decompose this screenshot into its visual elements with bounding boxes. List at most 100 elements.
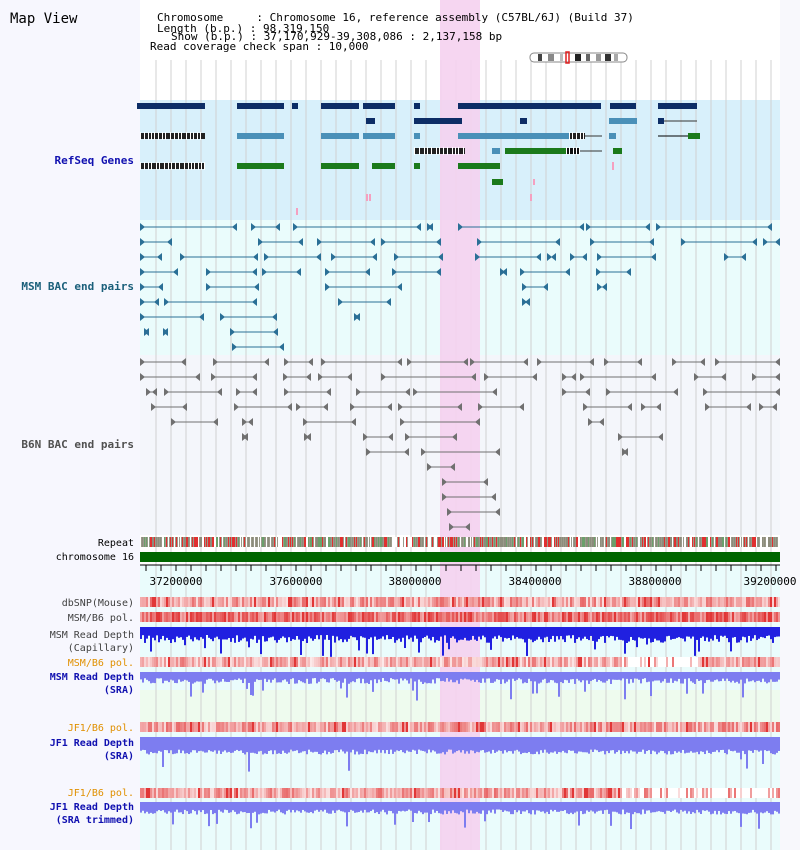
heat-cell (596, 597, 598, 607)
heat-cell (732, 722, 734, 732)
depth-bar (376, 737, 378, 754)
heat-cell (728, 722, 730, 732)
heat-cell (146, 788, 148, 798)
depth-bar (748, 737, 750, 751)
bac-end-marker (381, 373, 386, 381)
depth-bar (436, 802, 438, 811)
msm-b6-pol-capillary-track[interactable] (140, 612, 780, 622)
depth-bar (480, 627, 482, 640)
track-label-b6n-bac[interactable]: B6N BAC end pairs (21, 438, 134, 451)
jf1-depth-trimmed-track[interactable] (140, 802, 780, 830)
heat-cell (430, 788, 432, 798)
track-label-msm-depth-sra[interactable]: MSM Read Depth (50, 672, 134, 683)
depth-bar (192, 627, 194, 642)
depth-bar (186, 737, 188, 754)
bac-end-marker (213, 418, 218, 426)
depth-bar (724, 627, 726, 636)
heat-cell (478, 597, 480, 607)
heat-cell (168, 657, 170, 667)
heat-cell (754, 597, 756, 607)
depth-bar (510, 672, 512, 700)
exon-gap (162, 132, 163, 140)
depth-bar (694, 737, 696, 753)
track-label-msm-bac[interactable]: MSM BAC end pairs (21, 280, 134, 293)
msm-depth-sra-track[interactable] (140, 672, 780, 701)
depth-bar (546, 802, 548, 812)
heat-cell (746, 788, 748, 798)
repeat-element (622, 537, 624, 547)
chromosome-bar[interactable] (140, 552, 780, 562)
heat-cell (740, 597, 742, 607)
track-label-refseq[interactable]: RefSeq Genes (55, 154, 134, 167)
heat-cell (160, 597, 162, 607)
depth-bar (320, 627, 322, 636)
msm-bac-track[interactable] (140, 223, 780, 351)
track-label-jf1-b6-pol[interactable]: JF1/B6 pol. (68, 723, 134, 734)
bac-end-marker (325, 283, 330, 291)
heat-cell (460, 722, 462, 732)
track-label-repeat[interactable]: Repeat (98, 538, 134, 549)
track-label-msm-depth-capillary[interactable]: MSM Read Depth (50, 630, 134, 641)
heat-cell (548, 597, 550, 607)
refseq-genes-track[interactable] (137, 103, 700, 215)
heat-cell (704, 788, 706, 798)
jf1-b6-pol-trimmed-track[interactable] (140, 788, 780, 798)
heat-cell (584, 612, 586, 622)
depth-bar (394, 627, 396, 643)
b6n-bac-track[interactable] (140, 358, 780, 531)
heat-cell (566, 788, 568, 798)
dbsnp-heat-track[interactable] (140, 597, 780, 607)
repeat-track[interactable] (140, 537, 780, 547)
repeat-element (694, 537, 695, 547)
depth-bar (542, 802, 544, 812)
track-label-chromosome[interactable]: chromosome 16 (56, 552, 134, 563)
track-label-dbsnp[interactable]: dbSNP(Mouse) (62, 598, 134, 609)
depth-bar (424, 802, 426, 813)
heat-cell (684, 597, 686, 607)
heat-cell (348, 722, 350, 732)
chromosome-ideogram[interactable] (529, 51, 628, 64)
depth-bar (482, 672, 484, 679)
heat-cell (412, 722, 414, 732)
depth-bar (484, 672, 486, 683)
track-label-jf1-depth-trimmed[interactable]: JF1 Read Depth (50, 802, 134, 813)
repeat-element (244, 537, 245, 547)
depth-bar (338, 672, 340, 681)
heat-cell (660, 612, 662, 622)
heat-cell (272, 657, 274, 667)
track-label-msm-b6-pol-sra[interactable]: MSM/B6 pol. (68, 658, 134, 669)
track-label-jf1-depth[interactable]: JF1 Read Depth (50, 738, 134, 749)
exon-gap (168, 162, 169, 170)
heat-cell (644, 612, 646, 622)
jf1-depth-track[interactable] (140, 737, 780, 772)
bac-end-marker (519, 403, 524, 411)
depth-bar (282, 672, 284, 681)
depth-bar (562, 627, 564, 640)
heat-cell (316, 788, 318, 798)
region-highlight[interactable] (440, 0, 480, 850)
depth-bar (550, 627, 552, 640)
depth-bar (274, 802, 276, 813)
track-label-msm-b6-pol-capillary[interactable]: MSM/B6 pol. (68, 613, 134, 624)
heat-cell (188, 597, 190, 607)
depth-bar (178, 627, 180, 638)
heat-cell (506, 722, 508, 732)
msm-depth-capillary-track[interactable] (140, 627, 780, 657)
jf1-b6-pol-track[interactable] (140, 722, 780, 732)
heat-cell (594, 597, 596, 607)
heat-cell (330, 788, 332, 798)
heat-cell (446, 597, 448, 607)
bac-end-marker (579, 223, 584, 231)
heat-cell (422, 612, 424, 622)
depth-bar (276, 627, 278, 643)
heat-cell (368, 722, 370, 732)
msm-b6-pol-sra-track[interactable] (140, 657, 780, 667)
heat-cell (140, 597, 142, 607)
depth-bar (396, 672, 398, 680)
gene-model (363, 133, 395, 139)
repeat-element (476, 537, 478, 547)
track-label-jf1-b6-pol-trimmed[interactable]: JF1/B6 pol. (68, 788, 134, 799)
depth-bar (314, 627, 316, 639)
heat-cell (374, 788, 376, 798)
